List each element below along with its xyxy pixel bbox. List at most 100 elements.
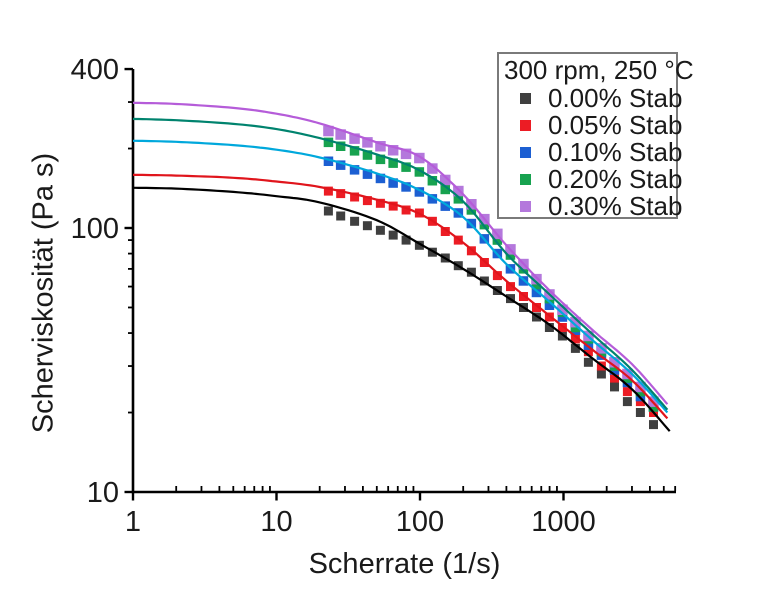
data-point	[557, 323, 567, 332]
data-point	[440, 227, 450, 236]
data-point	[375, 225, 385, 235]
data-point	[388, 201, 398, 211]
data-point	[388, 158, 398, 168]
legend-label: 0.10% Stab	[548, 137, 683, 167]
data-point	[350, 216, 360, 226]
data-point	[440, 201, 450, 211]
data-point	[362, 196, 372, 206]
data-point	[388, 230, 398, 240]
legend-swatch-icon	[520, 120, 531, 131]
data-point	[401, 235, 411, 245]
data-point	[531, 273, 542, 285]
data-point	[622, 368, 633, 380]
data-point	[414, 152, 425, 164]
svg-text:1000: 1000	[531, 506, 596, 538]
data-point	[401, 162, 411, 172]
svg-text:100: 100	[71, 213, 119, 245]
fit-line-0-10-stab	[133, 139, 669, 414]
legend-row-0-30-stab: 0.30% Stab	[499, 191, 682, 221]
data-point	[362, 221, 372, 231]
data-point	[622, 387, 632, 397]
data-point	[492, 271, 502, 281]
data-point	[570, 322, 581, 333]
data-point	[570, 343, 580, 353]
fit-line-0-20-stab	[132, 117, 669, 411]
fit-line-0-30-stab	[132, 101, 669, 405]
data-point	[583, 357, 593, 367]
legend-entries: 0.00% Stab 0.05% Stab 0.10% Stab 0.20% Stab…	[499, 83, 682, 221]
legend-swatch-icon	[520, 93, 531, 104]
legend-row-0-00-stab: 0.00% Stab	[499, 83, 682, 113]
data-point	[557, 312, 568, 322]
data-point	[531, 279, 542, 290]
data-point	[375, 154, 386, 165]
data-point	[440, 174, 451, 186]
data-point	[375, 141, 386, 152]
x-axis-title: Scherrate (1/s)	[308, 548, 501, 580]
data-point	[388, 178, 398, 188]
data-point	[414, 167, 425, 177]
data-point	[323, 156, 334, 166]
data-point	[362, 137, 373, 148]
data-point	[387, 145, 399, 156]
data-point	[609, 357, 620, 368]
data-point	[557, 304, 568, 315]
data-point	[323, 206, 333, 216]
data-point	[401, 205, 411, 215]
legend-row-0-20-stab: 0.20% Stab	[499, 164, 682, 194]
data-point	[570, 334, 580, 344]
data-point	[505, 250, 516, 260]
data-point	[596, 369, 606, 379]
data-point	[350, 192, 360, 202]
svg-text:400: 400	[71, 54, 119, 86]
legend-label: 0.00% Stab	[548, 83, 683, 113]
data-point	[349, 146, 360, 156]
data-point	[544, 300, 555, 310]
y-axis-title: Scherviskosität (Pa s)	[27, 152, 60, 434]
legend-swatch-icon	[520, 147, 531, 158]
data-point	[335, 160, 346, 170]
legend-swatch-icon	[520, 201, 531, 212]
y-axis-tick-labels: 10 100 400	[71, 54, 119, 509]
legend-title: 300 rpm, 250 °C	[504, 55, 694, 85]
data-point	[532, 303, 541, 312]
x-axis-tick-labels: 1 10 100 1000	[125, 506, 596, 538]
data-point	[610, 373, 619, 383]
legend-row-0-10-stab: 0.10% Stab	[499, 137, 682, 167]
data-point	[323, 125, 334, 137]
data-point	[622, 397, 632, 407]
data-point	[323, 137, 334, 148]
data-point	[531, 287, 542, 298]
data-point	[506, 282, 515, 292]
legend-swatch-icon	[520, 174, 531, 185]
data-point	[570, 316, 581, 328]
data-point	[414, 240, 424, 250]
data-point	[335, 141, 346, 151]
data-point	[362, 169, 373, 179]
data-point	[583, 347, 593, 357]
legend-label: 0.05% Stab	[548, 110, 683, 140]
data-point	[335, 129, 346, 140]
data-point	[635, 381, 646, 393]
data-point	[336, 189, 346, 199]
data-point	[544, 323, 554, 332]
data-point	[400, 148, 412, 160]
data-point	[323, 186, 333, 196]
svg-text:1: 1	[125, 506, 141, 538]
svg-text:10: 10	[87, 477, 119, 509]
data-point	[427, 163, 438, 174]
data-point	[492, 235, 503, 245]
data-point	[648, 402, 659, 412]
data-point	[401, 182, 411, 192]
svg-text:10: 10	[260, 506, 292, 538]
axis-ticks	[124, 67, 677, 501]
legend-label: 0.30% Stab	[548, 191, 683, 221]
series-markers-0-00-stab	[323, 206, 658, 430]
data-point	[362, 150, 373, 160]
fit-line-0-00-stab	[133, 186, 671, 432]
data-point	[440, 184, 450, 195]
data-point	[649, 420, 658, 430]
svg-text:100: 100	[396, 506, 444, 538]
